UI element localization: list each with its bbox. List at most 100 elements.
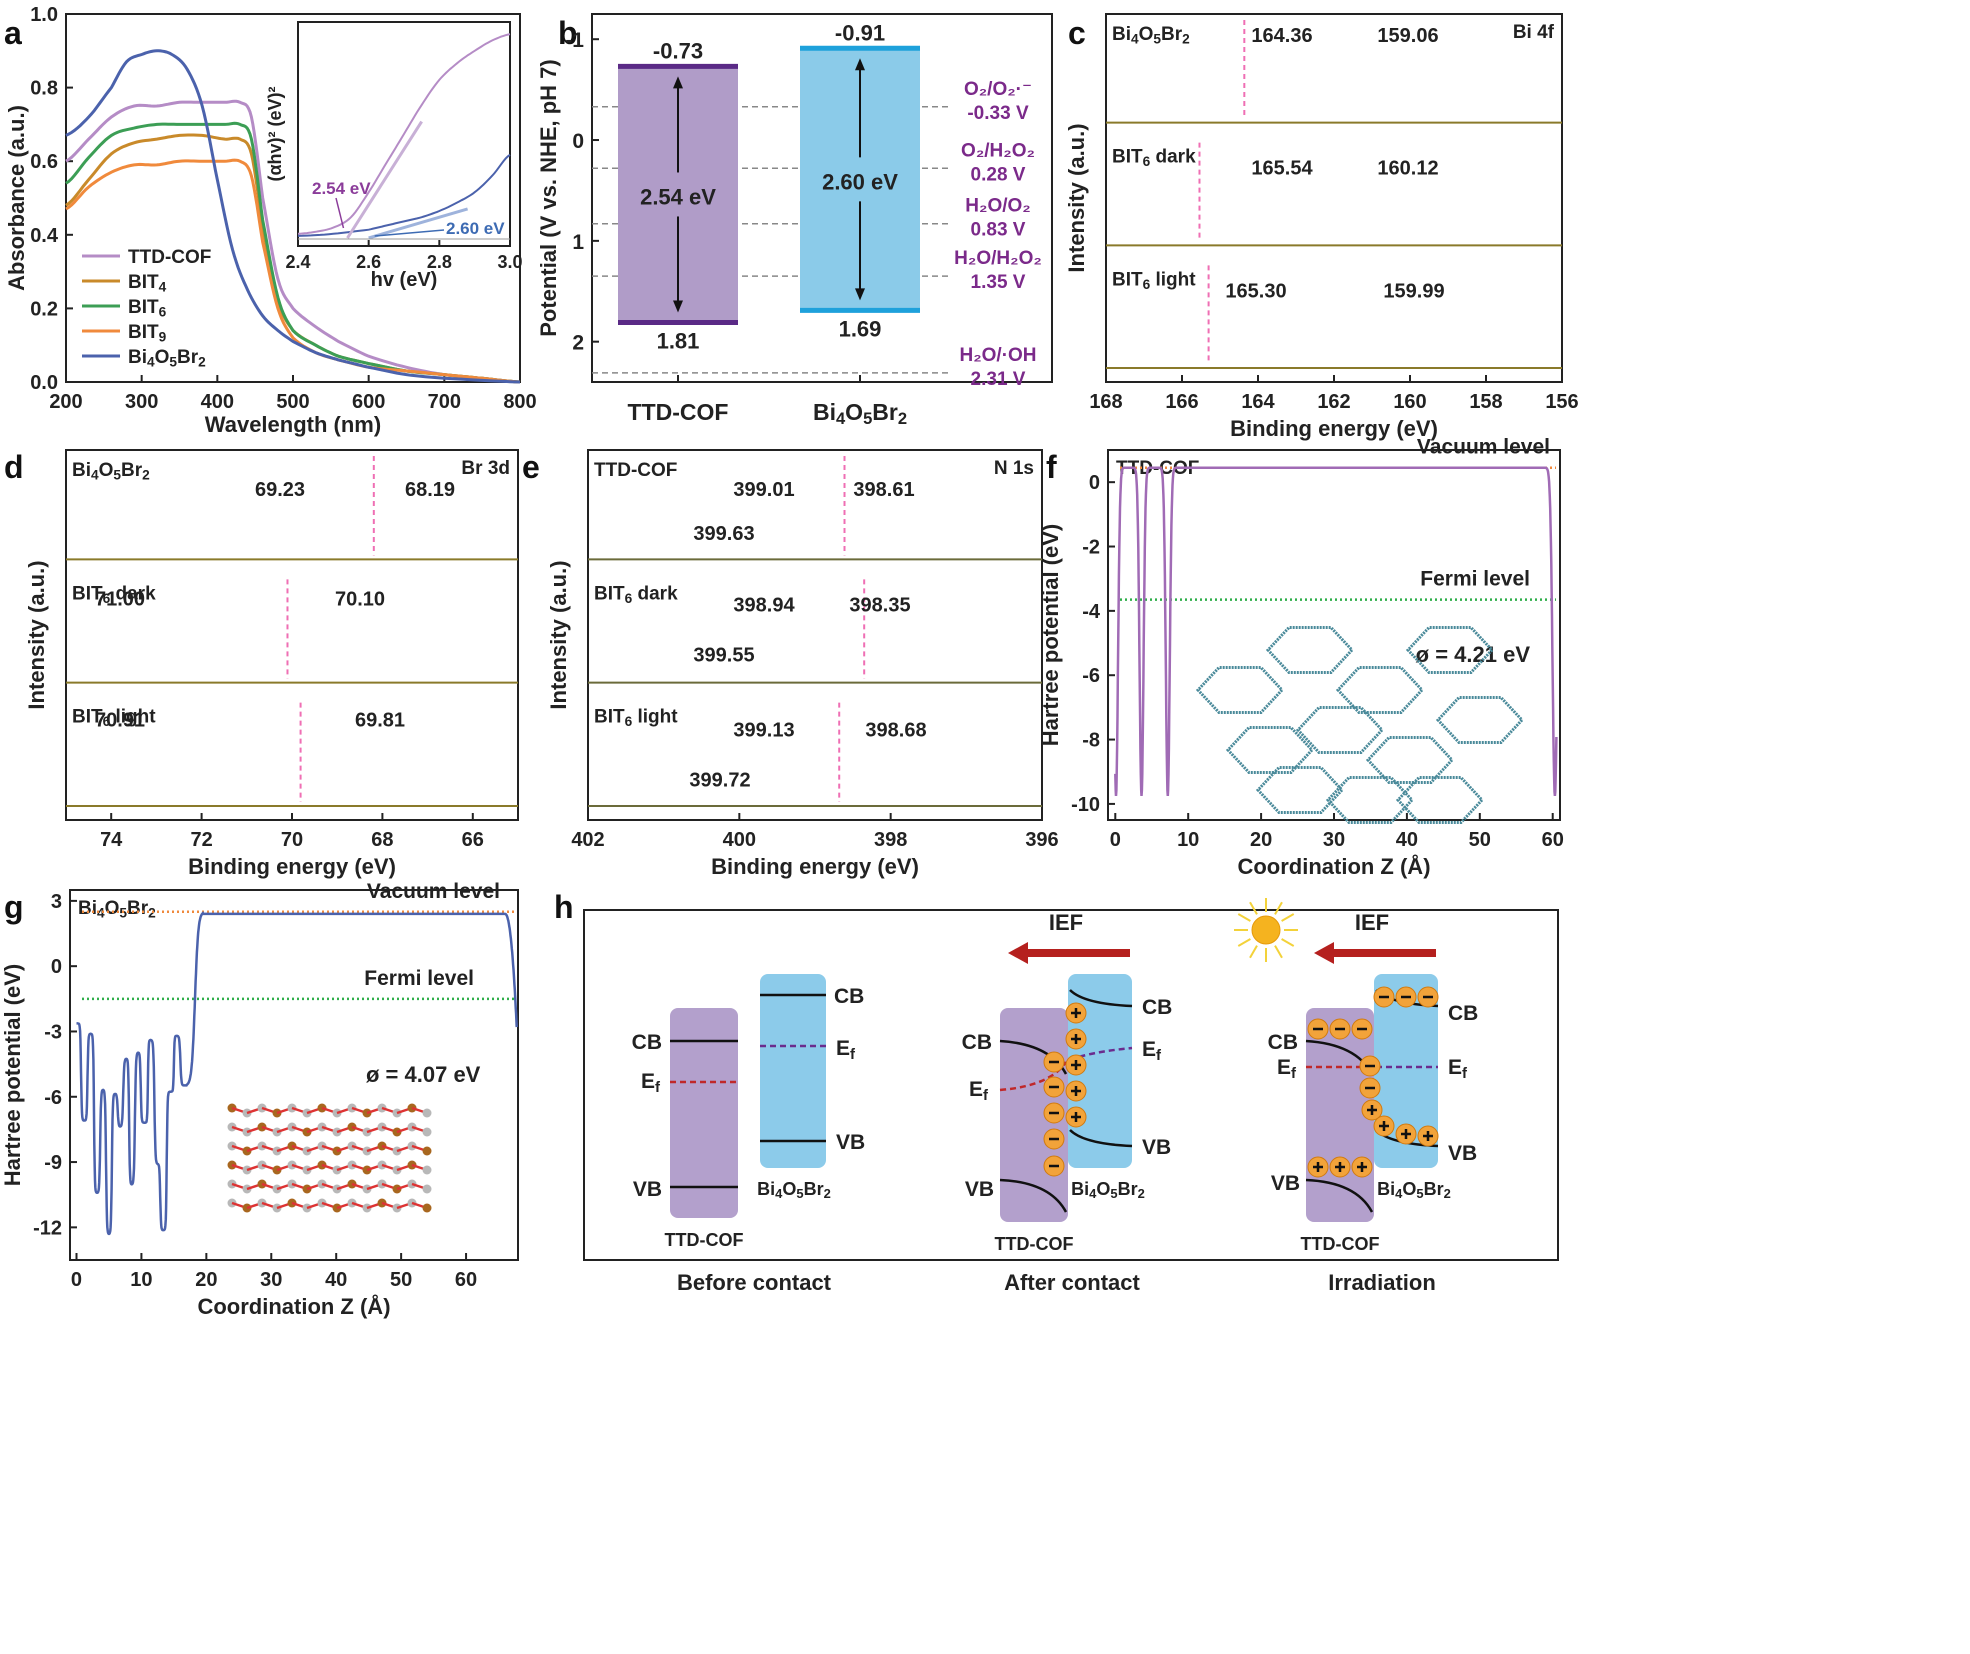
panel-label-h: h [554,889,574,925]
vb-label: VB [1271,1172,1300,1195]
cb-label: CB [1142,996,1172,1019]
y-tick-label: 1.0 [30,4,58,26]
formula-part: 4 [97,905,105,920]
peak-value-label: 71.00 [95,588,145,610]
x-tick-label: 50 [390,1269,412,1291]
panel-label-c: c [1068,15,1086,51]
cof-label: TTD-COF [1301,1234,1380,1254]
x-tick-label: 158 [1469,391,1502,413]
formula-part: O [1012,140,1027,161]
trace-label: BIT6 light [594,707,678,729]
y-tick-label: -9 [44,1152,62,1174]
fermi-label-sub: f [983,1087,989,1104]
formula-part: - [165,247,171,268]
ief-label: IEF [1355,910,1389,935]
fermi-label: Ef [641,1070,661,1096]
peak-value-label: 399.13 [733,720,794,742]
peak-value-label: 165.30 [1225,280,1286,302]
x-tick-label: 10 [130,1269,152,1291]
x-tick-label: 156 [1545,391,1578,413]
legend-label-BIT6: BIT6 [128,297,167,319]
cof-lattice-hex [1325,776,1414,824]
hartree-potential-curve [76,911,518,1236]
peak-value-label: 399.01 [733,479,794,501]
formula-part: BIT [128,322,159,343]
cof-lattice-hex [1435,696,1524,744]
formula-part: COF [637,460,677,481]
formula-part: 2 [1138,1186,1145,1201]
x-tick-label: 66 [462,829,484,851]
y-tick-label: 0.6 [30,151,58,173]
sun-ray [1237,913,1251,922]
peak-value-label: 70.91 [95,710,145,732]
x-tick-label: 162 [1317,391,1350,413]
inset-annotation: 2.60 eV [446,219,505,238]
inset-series-line [297,33,511,235]
panel-label-g: g [4,889,24,925]
formula-part: BIT [1112,269,1143,290]
formula-part: Bi [1377,1179,1395,1199]
fermi-label-main: E [836,1037,850,1060]
fermi-label-main: E [641,1070,655,1093]
arrow-head [855,58,865,71]
y-tick-label: -2 [1082,537,1100,559]
formula-part: ₂ [1022,196,1030,217]
formula-part: H [990,140,1004,161]
panel-d-axes [65,449,519,821]
fermi-label-main: E [1142,1038,1156,1061]
formula-part: BIT [594,583,625,604]
formula-part: 4 [91,467,99,482]
y-tick-label: 0.4 [30,225,59,247]
x-tick-label: 800 [503,391,536,413]
formula-part: O [982,345,997,366]
panel-e: 402 400 398 396 Binding energy (eV) Intensity… [546,450,1059,879]
formula-part: dark [638,583,679,604]
formula-part: BIT [594,707,625,728]
y-tick-label: 3 [51,891,62,913]
sun-icon [1251,915,1281,945]
formula-part: 5 [796,1186,803,1201]
formula-part: 4 [1089,1186,1097,1201]
formula-part: 4 [836,409,846,428]
y-tick-label: 0.8 [30,78,58,100]
peak-value-label: 164.36 [1251,25,1312,47]
x-tick-label: 500 [276,391,309,413]
formula-part: 2 [198,354,206,369]
fermi-label-sub: f [1156,1047,1162,1064]
cb-bent-line [999,1039,1068,1075]
inset-x-tick-label: 3.0 [497,252,522,272]
x-tick-label: 74 [100,829,123,851]
peak-value-label: 68.19 [405,479,455,501]
formula-part: TTD [128,247,165,268]
formula-part: light [638,707,679,728]
x-axis-label: Binding energy (eV) [1230,416,1438,441]
x-tick-label: 70 [281,829,303,851]
x-tick-label: 40 [1396,829,1418,851]
inset-series-line [297,153,511,237]
x-tick-label: 168 [1089,391,1122,413]
formula-part: Bi [757,1179,775,1199]
formula-part: O [987,196,1002,217]
cb-label: CB [1448,1002,1478,1025]
x-tick-label: 300 [125,391,158,413]
formula-part: 5 [169,354,177,369]
peak-value-label: 159.06 [1377,25,1438,47]
formula-part: Bi [128,347,147,368]
panel-f: 0 10 20 30 40 50 60 0 -2 -4 -6 -8 -10 Coordination Z … [1038,436,1564,879]
bio-label: Bi4O5Br2 [1071,1179,1145,1201]
peak-value-label: 399.72 [689,770,750,792]
formula-part: OH [1008,345,1037,366]
panel-b-axes [591,13,1053,383]
formula-part: dark [1156,147,1197,168]
trace-label: TTD-COF [594,460,677,481]
trace-label: BIT6 dark [1112,147,1196,169]
trace-label: Bi4O5Br2 [1112,24,1190,46]
formula-part: 5 [863,409,872,428]
sun-ray [1237,938,1251,947]
cof-lattice-hex [1195,666,1284,714]
formula-part: ₂ [979,196,987,217]
x-tick-label: 72 [190,829,212,851]
formula-part: 2 [142,467,150,482]
panel-g-axes [69,889,519,1261]
